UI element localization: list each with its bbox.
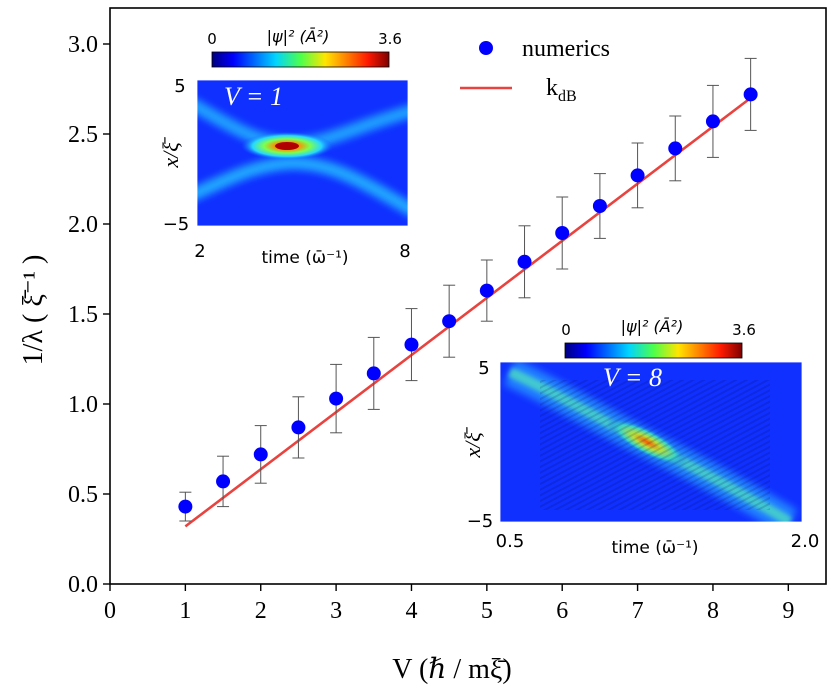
inset-v8: 0 |ψ|² (Ā²) 3.6 V = 8 5 −5 x/ξ̄ 0.5 2.0 …: [460, 317, 819, 558]
data-point: [555, 226, 570, 240]
legend-label-kdB-main: k: [546, 75, 558, 101]
inset-v8-frame: [499, 361, 803, 523]
x-tick-label: 5: [481, 598, 493, 624]
inset-v8-label: V = 8: [603, 363, 662, 392]
inset-v8-ytick-bottom: −5: [467, 511, 494, 532]
y-tick-label: 0.5: [68, 482, 98, 508]
data-point: [630, 168, 645, 183]
inset-v8-ylabel: x/ξ̄: [460, 426, 485, 458]
x-tick-label: 8: [707, 598, 719, 624]
inset-v1-heatmap: [197, 80, 408, 226]
x-tick-label: 6: [556, 598, 568, 624]
inset-v1-ylabel: x/ξ̄: [158, 136, 183, 168]
data-point: [216, 474, 231, 489]
data-point: [253, 447, 268, 462]
data-point: [442, 314, 457, 329]
x-tick-label: 9: [782, 598, 794, 624]
inset-v1-colorbar-label: |ψ|² (Ā²): [267, 27, 330, 46]
y-tick-label: 2.5: [68, 122, 98, 148]
kdB-line: [184, 96, 752, 528]
data-point: [705, 114, 720, 129]
inset-v1-colorbar-max: 3.6: [378, 30, 402, 48]
inset-v1-colorbar: [211, 51, 390, 68]
inset-v1-label: V = 1: [224, 82, 283, 111]
data-point: [404, 337, 419, 352]
data-point: [517, 254, 532, 269]
series-numerics: [178, 87, 758, 514]
inset-v8-xtick-right: 2.0: [791, 531, 820, 552]
x-tick-label: 3: [330, 598, 342, 624]
data-point: [291, 420, 306, 435]
legend: numerics kdB: [448, 22, 638, 114]
x-tick-label: 2: [255, 598, 267, 624]
inset-v1-xlabel: time (ω̄⁻¹): [261, 248, 348, 268]
y-tick-label: 1.0: [68, 392, 98, 418]
inset-v1-ytick-bottom: −5: [163, 214, 190, 235]
x-tick-label: 4: [405, 598, 417, 624]
legend-label-kdB-sub: dB: [558, 88, 577, 105]
y-tick-label: 1.5: [68, 302, 98, 328]
inset-v1-xtick-left: 2: [194, 241, 205, 262]
inset-v8-ytick-top: 5: [478, 358, 489, 379]
data-point: [668, 141, 683, 156]
data-point: [592, 199, 607, 213]
inset-v1-frame: [196, 79, 409, 227]
y-tick-label: 0.0: [68, 572, 98, 598]
inset-v8-colorbar: [564, 342, 743, 359]
data-point: [743, 87, 758, 102]
data-point: [479, 283, 494, 298]
x-tick-label: 7: [632, 598, 644, 624]
legend-box: [448, 22, 638, 114]
inset-v8-xlabel: time (ω̄⁻¹): [611, 538, 698, 558]
inset-v8-heatmap: [500, 362, 802, 522]
inset-v8-colorbar-max: 3.6: [732, 321, 756, 339]
data-point: [178, 499, 193, 514]
x-tick-label: 1: [179, 598, 191, 624]
inset-v1-ytick-top: 5: [174, 76, 185, 97]
y-tick-label: 2.0: [68, 212, 98, 238]
y-ticks: 0.0 0.5 1.0 1.5 2.0 2.5 3.0: [68, 32, 110, 598]
inset-v1-colorbar-min: 0: [207, 30, 217, 48]
inset-v1: 0 |ψ|² (Ā²) 3.6 V = 1 5 −5 x/ξ̄ 2 8 time…: [158, 27, 411, 268]
x-tick-label: 0: [104, 598, 116, 624]
inset-v8-colorbar-label: |ψ|² (Ā²): [621, 317, 684, 336]
data-point: [329, 391, 344, 406]
inset-v1-xtick-right: 8: [399, 241, 410, 262]
series-kdB: [184, 96, 752, 528]
inset-v8-xtick-left: 0.5: [496, 531, 525, 552]
x-axis-label: V (ℏ / mξ̄): [392, 654, 511, 685]
y-tick-label: 3.0: [68, 32, 98, 58]
x-ticks: 0 1 2 3 4 5 6 7 8 9: [104, 584, 794, 624]
data-point: [366, 366, 381, 381]
legend-marker-numerics: [479, 41, 493, 55]
inset-v8-colorbar-min: 0: [561, 321, 571, 339]
legend-label-numerics: numerics: [522, 36, 610, 62]
plot-frame: [109, 7, 827, 585]
legend-label-kdB: kdB: [546, 75, 577, 105]
y-axis-label: 1/λ ( ξ̄⁻¹ ): [18, 255, 49, 366]
